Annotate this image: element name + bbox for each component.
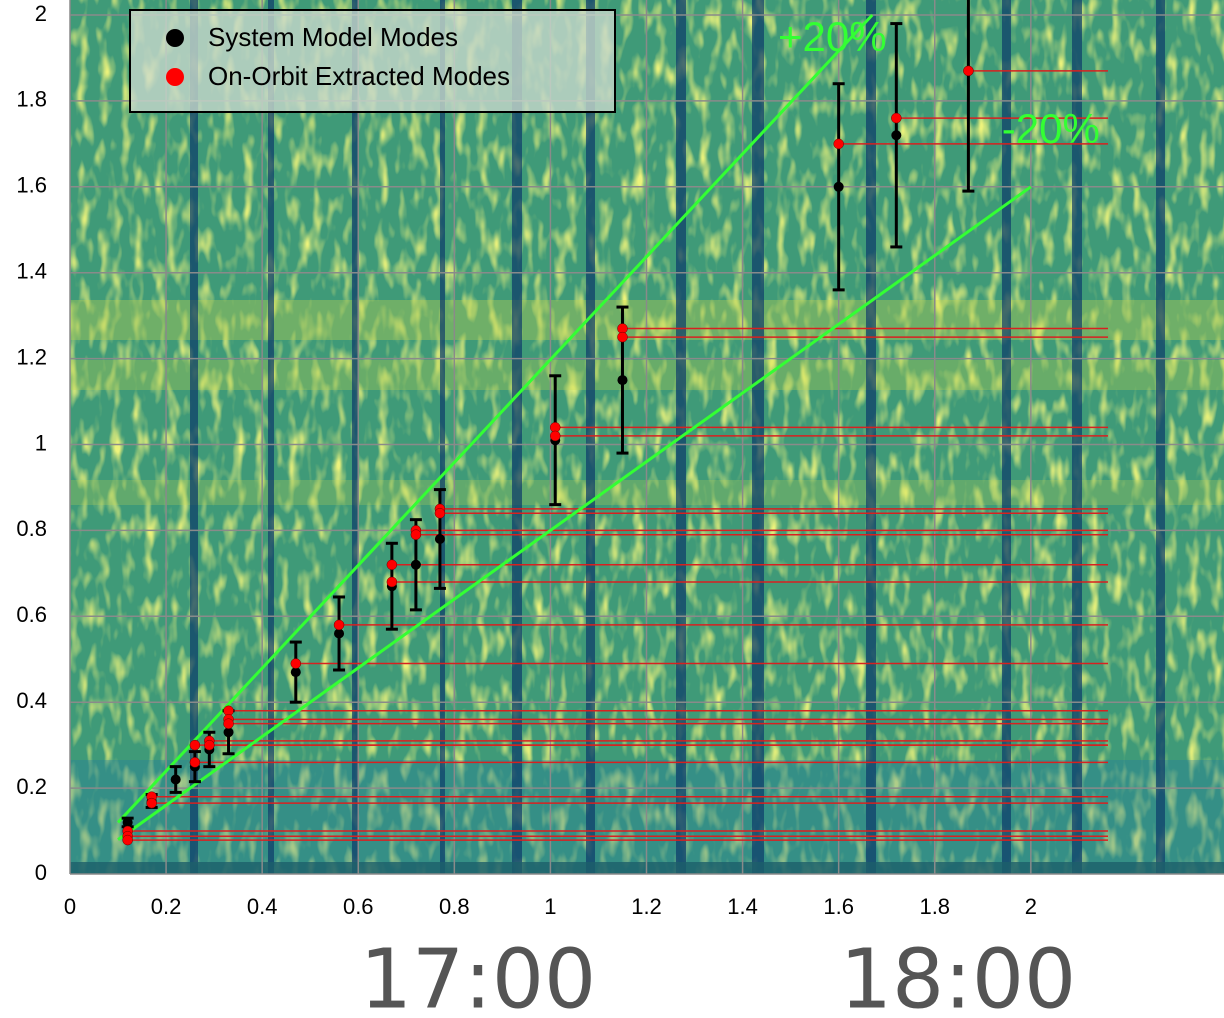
x-tick-label: 0.4 bbox=[247, 894, 278, 919]
extracted-mode-point bbox=[189, 739, 201, 751]
system-mode-point bbox=[617, 375, 628, 386]
x-tick-label: 0.6 bbox=[343, 894, 374, 919]
extracted-mode-point bbox=[146, 797, 157, 809]
legend-label: System Model Modes bbox=[208, 22, 458, 52]
system-mode-point bbox=[334, 628, 345, 639]
y-tick-label: 1.4 bbox=[16, 259, 47, 284]
extracted-mode-point bbox=[290, 658, 302, 669]
extracted-mode-point bbox=[891, 112, 902, 124]
system-mode-point bbox=[223, 727, 234, 738]
x-tick-label: 1 bbox=[544, 894, 556, 919]
time-label: 17:00 bbox=[360, 932, 596, 1018]
extracted-mode-point bbox=[549, 430, 561, 442]
system-mode-point bbox=[891, 130, 902, 141]
y-tick-label: 0.6 bbox=[16, 602, 47, 627]
extracted-mode-point bbox=[833, 138, 844, 150]
y-tick-label: 1.2 bbox=[16, 344, 47, 369]
extracted-mode-point bbox=[189, 757, 201, 768]
extracted-mode-point bbox=[333, 619, 345, 631]
extracted-mode-point bbox=[963, 65, 974, 77]
y-tick-label: 1.6 bbox=[16, 173, 47, 198]
y-tick-label: 1 bbox=[35, 430, 47, 455]
reference-line bbox=[116, 13, 874, 824]
x-tick-label: 0.8 bbox=[439, 894, 470, 919]
legend-marker bbox=[166, 68, 184, 86]
legend: System Model Modes On-Orbit Extracted Mo… bbox=[129, 9, 616, 113]
y-tick-label: 0 bbox=[35, 860, 47, 885]
legend-marker bbox=[166, 29, 184, 47]
y-tick-label: 2 bbox=[35, 1, 47, 26]
time-label: 18:00 bbox=[840, 932, 1076, 1018]
extracted-mode-point bbox=[122, 834, 133, 846]
x-tick-label: 0.2 bbox=[151, 894, 182, 919]
x-tick-label: 0 bbox=[64, 894, 76, 919]
system-mode-point bbox=[434, 533, 445, 544]
system-mode-point bbox=[290, 667, 301, 678]
system-mode-point bbox=[170, 774, 181, 785]
reference-line bbox=[117, 185, 1032, 841]
x-tick-label: 1.2 bbox=[631, 894, 662, 919]
legend-label: On-Orbit Extracted Modes bbox=[208, 61, 510, 91]
extracted-mode-point bbox=[386, 559, 398, 571]
extracted-mode-point bbox=[434, 507, 446, 519]
system-mode-point bbox=[833, 181, 844, 192]
reference-label: -20% bbox=[1002, 105, 1100, 152]
x-tick-label: 1.8 bbox=[919, 894, 950, 919]
system-mode-point bbox=[122, 817, 133, 828]
system-mode-point bbox=[410, 559, 421, 570]
x-tick-label: 1.4 bbox=[727, 894, 758, 919]
extracted-mode-point bbox=[386, 576, 398, 588]
y-tick-label: 0.8 bbox=[16, 516, 47, 541]
reference-label: +20% bbox=[778, 13, 887, 60]
x-tick-label: 1.6 bbox=[823, 894, 854, 919]
extracted-mode-point bbox=[617, 331, 628, 343]
extracted-mode-point bbox=[223, 718, 234, 729]
grid bbox=[69, 0, 1224, 875]
extracted-mode-point bbox=[410, 529, 422, 540]
marks bbox=[116, 0, 1108, 846]
extracted-mode-point bbox=[204, 739, 215, 751]
x-tick-label: 2 bbox=[1025, 894, 1037, 919]
y-tick-label: 0.2 bbox=[16, 774, 47, 799]
y-tick-label: 0.4 bbox=[16, 688, 47, 713]
y-tick-label: 1.8 bbox=[16, 87, 47, 112]
legend-box bbox=[129, 9, 616, 113]
